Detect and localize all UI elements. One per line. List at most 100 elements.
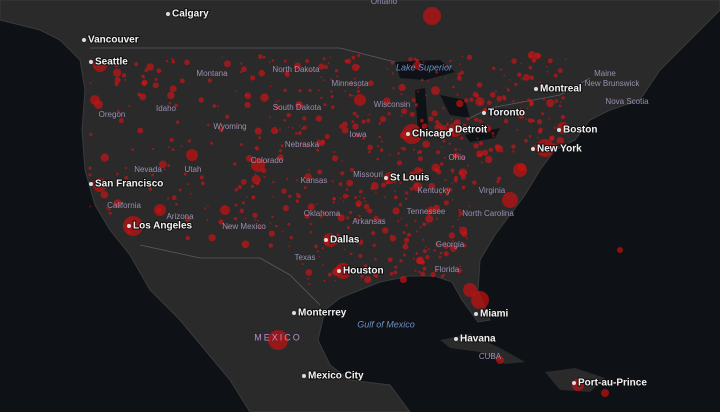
case-bubble — [422, 266, 427, 271]
border — [90, 47, 591, 306]
case-bubble — [152, 147, 155, 151]
case-bubble — [419, 118, 424, 123]
case-bubble — [342, 200, 345, 203]
case-bubble — [114, 76, 121, 84]
case-bubble — [374, 177, 377, 179]
case-bubble — [440, 274, 445, 279]
case-bubble — [184, 216, 191, 222]
case-bubble — [528, 102, 534, 107]
case-bubble — [207, 204, 209, 207]
case-bubble — [439, 251, 443, 255]
city-dot — [406, 132, 410, 136]
case-bubble — [327, 62, 330, 64]
water-label: Lake Superior — [396, 62, 453, 72]
case-bubble — [338, 182, 343, 187]
case-bubble — [179, 78, 185, 84]
case-bubble — [474, 117, 479, 122]
case-bubble — [298, 131, 302, 135]
city-dot — [82, 38, 86, 42]
city-label: Miami — [480, 309, 509, 320]
city-dot — [292, 311, 296, 315]
case-bubble — [89, 205, 92, 208]
case-bubble — [553, 73, 558, 78]
case-bubble — [331, 155, 339, 162]
case-bubble — [272, 195, 275, 198]
region-label: Wisconsin — [374, 100, 410, 109]
city-label: Calgary — [172, 9, 209, 20]
case-bubble — [318, 63, 325, 70]
case-bubble — [234, 187, 239, 192]
case-bubble — [337, 214, 345, 222]
case-bubble — [141, 74, 145, 78]
city-label: Montreal — [540, 84, 582, 95]
case-bubble — [374, 274, 379, 278]
hotspot-bubble — [448, 123, 462, 137]
case-bubble — [146, 63, 154, 71]
case-bubble — [332, 196, 336, 201]
region-label: Colorado — [251, 156, 284, 165]
case-bubble — [494, 144, 501, 150]
case-bubble — [352, 111, 357, 116]
case-bubble — [317, 169, 323, 175]
city-dot — [534, 87, 538, 91]
hotspot-bubble — [354, 94, 366, 106]
case-bubble — [107, 208, 111, 211]
case-bubble — [405, 224, 408, 227]
case-bubble — [159, 160, 167, 169]
region-label: Montana — [196, 69, 228, 78]
case-bubble — [89, 132, 93, 136]
case-bubble — [406, 232, 412, 237]
case-bubble — [88, 173, 92, 177]
case-bubble — [507, 88, 511, 92]
case-bubble — [546, 99, 555, 108]
case-bubble — [246, 196, 249, 198]
hotspot-bubble — [502, 192, 518, 208]
case-bubble — [456, 121, 458, 123]
case-bubble — [278, 149, 283, 153]
case-bubble — [520, 62, 522, 65]
case-bubble — [383, 105, 386, 108]
case-bubble — [387, 257, 393, 263]
case-bubble — [165, 59, 169, 63]
case-bubble — [331, 180, 334, 183]
case-bubble — [561, 96, 565, 100]
case-bubble — [284, 72, 290, 78]
case-bubble — [489, 91, 496, 98]
case-bubble — [476, 137, 479, 140]
region-label: Arizona — [166, 212, 194, 221]
case-bubble — [458, 168, 467, 177]
case-bubble — [559, 100, 562, 103]
case-bubble — [283, 118, 287, 122]
case-bubble — [418, 270, 421, 274]
case-bubble — [272, 180, 275, 184]
case-bubble — [288, 194, 292, 198]
case-bubble — [320, 182, 322, 184]
city-dot — [449, 128, 453, 132]
case-bubble — [481, 149, 489, 156]
case-bubble — [349, 252, 353, 256]
case-bubble — [486, 100, 492, 106]
hotspot-bubble — [536, 139, 554, 157]
case-bubble — [456, 93, 459, 96]
case-bubble — [415, 252, 419, 255]
city-dot — [474, 312, 478, 316]
case-bubble — [367, 208, 373, 214]
case-bubble — [435, 269, 438, 272]
hotspot-bubble — [402, 124, 422, 144]
case-bubble — [433, 204, 440, 212]
case-bubble — [424, 245, 427, 248]
region-label: Ontario — [371, 0, 398, 6]
region-label: California — [107, 201, 141, 210]
case-bubble — [244, 93, 248, 97]
case-bubble — [184, 59, 190, 66]
case-bubble — [353, 269, 357, 273]
case-bubble — [379, 148, 384, 153]
case-bubble — [435, 217, 438, 220]
case-bubble — [275, 100, 277, 103]
city-label: Mexico City — [308, 371, 364, 382]
case-bubble — [479, 141, 484, 146]
case-bubble — [187, 183, 190, 186]
hotspot-bubble — [513, 163, 527, 177]
case-bubble — [461, 231, 468, 238]
